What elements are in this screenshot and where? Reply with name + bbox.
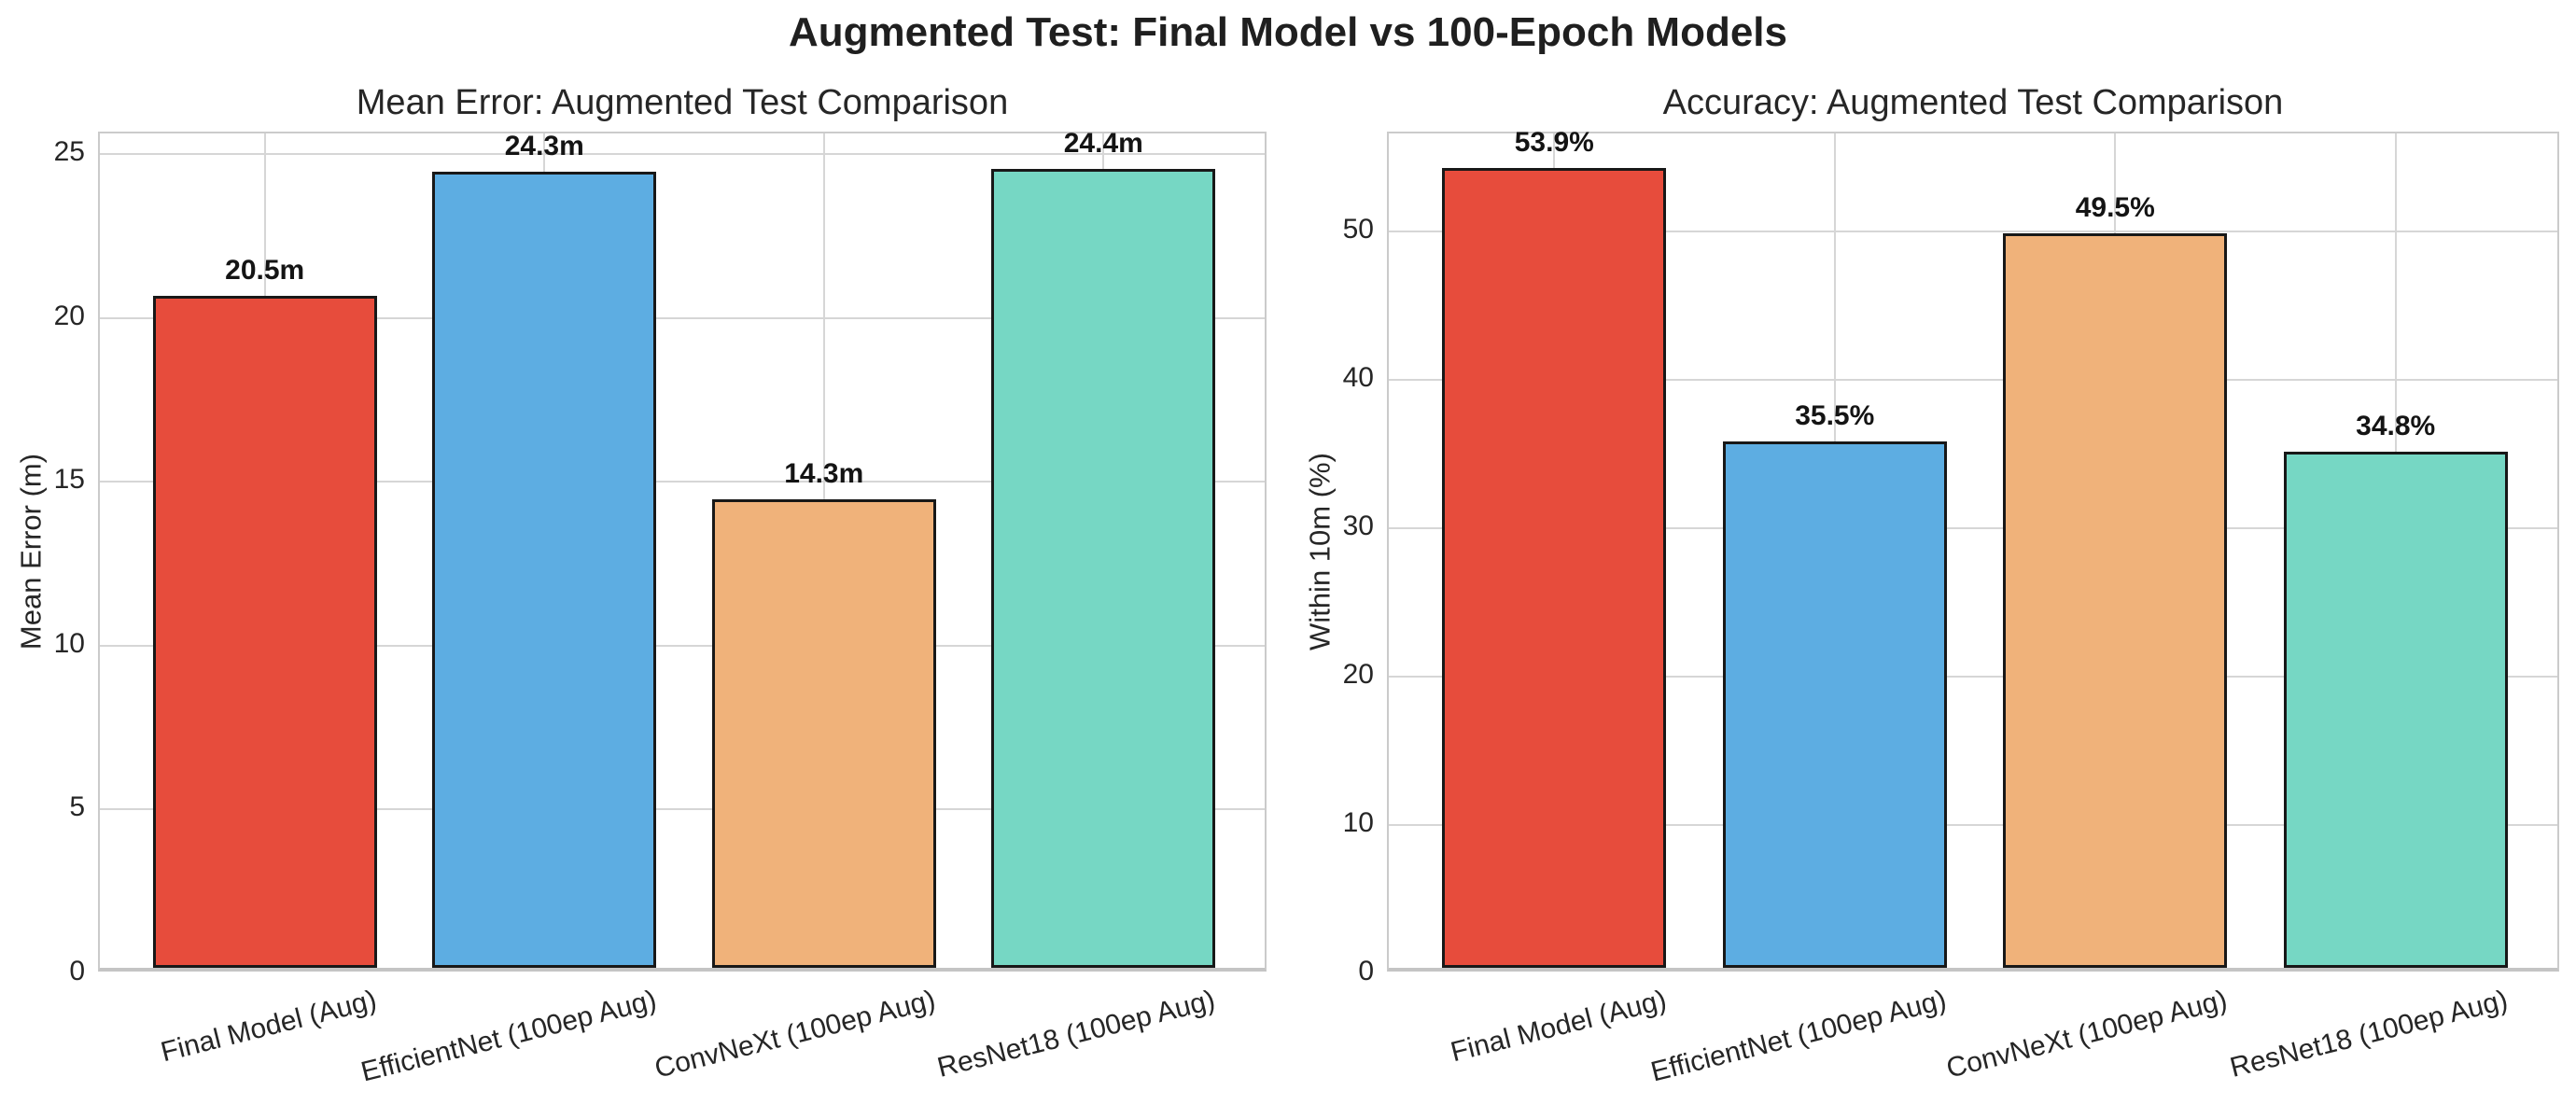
plot-area: 53.9% 35.5% 49.5% 34.8%	[1387, 126, 2559, 972]
x-tick-label: EfficientNet (100ep Aug)	[1647, 985, 1950, 1088]
figure-title: Augmented Test: Final Model vs 100-Epoch…	[788, 9, 1787, 55]
gridline	[1389, 378, 2557, 381]
bar-resnet18-100ep-aug	[2283, 451, 2508, 968]
y-tick-label: 25	[53, 136, 85, 168]
y-tick-label: 20	[53, 300, 85, 331]
plot-area: 20.5m 24.3m 14.3m 24.4m	[98, 127, 1267, 972]
x-tick-label: Final Model (Aug)	[1447, 985, 1670, 1069]
y-axis-label: Mean Error (m)	[14, 453, 48, 650]
bar-final-model-aug	[152, 296, 377, 968]
bar-value-label: 34.8%	[2356, 410, 2436, 441]
x-tick-label: ConvNeXt (100ep Aug)	[1942, 985, 2231, 1084]
subplot-title: Mean Error: Augmented Test Comparison	[356, 83, 1009, 122]
bar-value-label: 35.5%	[1795, 399, 1875, 431]
y-tick-label: 20	[1342, 658, 1374, 690]
y-tick-label: 10	[1342, 806, 1374, 838]
y-tick-label: 50	[1342, 213, 1374, 245]
bar-convnext-100ep-aug	[2003, 232, 2228, 968]
gridline	[100, 153, 1265, 156]
bar-value-label: 49.5%	[2075, 191, 2155, 223]
subplot-title: Accuracy: Augmented Test Comparison	[1662, 83, 2284, 122]
subplot-mean-error: Mean Error: Augmented Test Comparison Me…	[15, 85, 1267, 1088]
gridline	[100, 316, 1265, 319]
gridline	[1389, 675, 2557, 678]
y-tick-label: 10	[53, 627, 85, 659]
bar-value-label: 53.9%	[1514, 126, 1594, 158]
x-tick-label: ResNet18 (100ep Aug)	[2226, 985, 2511, 1084]
x-tick-label: ConvNeXt (100ep Aug)	[651, 985, 939, 1084]
y-tick-label: 40	[1342, 361, 1374, 393]
y-tick-label: 0	[69, 956, 85, 986]
gridline	[100, 644, 1265, 647]
bar-convnext-100ep-aug	[711, 499, 936, 968]
bar-value-label: 20.5m	[225, 255, 305, 287]
subplot-accuracy: Accuracy: Augmented Test Comparison With…	[1304, 85, 2559, 1088]
bar-value-label: 24.4m	[1063, 127, 1143, 159]
gridline	[1389, 230, 2557, 232]
gridline	[100, 808, 1265, 811]
bar-efficientnet-100ep-aug	[1722, 441, 1947, 968]
x-tick-label: EfficientNet (100ep Aug)	[357, 985, 660, 1088]
bar-efficientnet-100ep-aug	[432, 172, 657, 968]
y-tick-label: 15	[53, 464, 85, 496]
x-tick-label: ResNet18 (100ep Aug)	[934, 985, 1219, 1084]
y-tick-label: 0	[1358, 956, 1374, 986]
x-tick-label: Final Model (Aug)	[157, 985, 380, 1069]
bar-value-label: 14.3m	[784, 458, 864, 490]
bar-value-label: 24.3m	[504, 131, 584, 162]
y-tick-label: 30	[1342, 510, 1374, 541]
y-tick-label: 5	[69, 791, 85, 823]
gridline	[100, 481, 1265, 483]
gridline	[1389, 526, 2557, 529]
bar-resnet18-100ep-aug	[991, 168, 1216, 968]
gridline	[1389, 823, 2557, 826]
y-axis-label: Within 10m (%)	[1303, 453, 1337, 650]
bar-final-model-aug	[1442, 167, 1667, 968]
